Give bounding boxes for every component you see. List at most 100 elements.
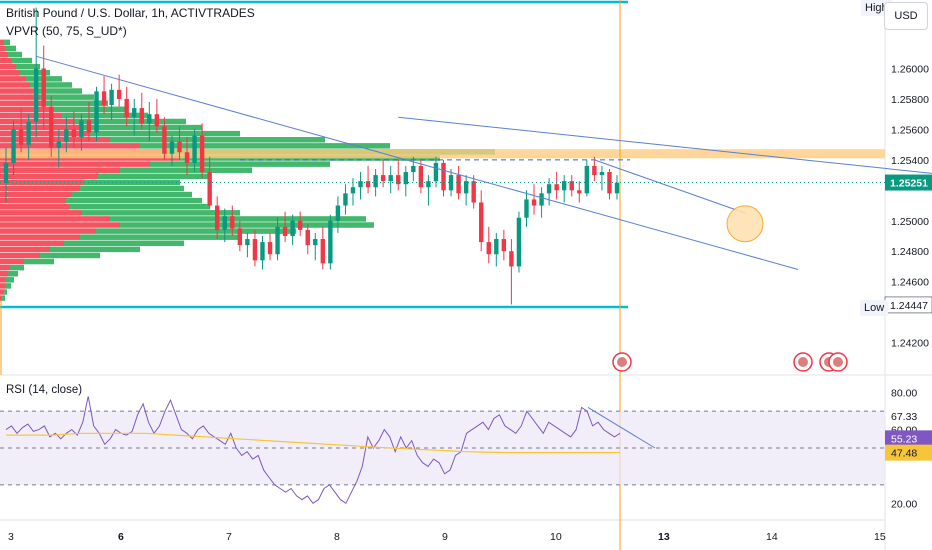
time-tick-label: 10 (550, 531, 562, 543)
candle-body (554, 184, 559, 191)
vpvr-down-bar (0, 94, 40, 100)
candle-body (215, 205, 220, 230)
candle-body (403, 172, 408, 185)
currency-label: USD (894, 10, 918, 22)
candle-body (94, 91, 99, 133)
vpvr-up-bar (3, 289, 7, 295)
candle-body (373, 175, 378, 188)
vpvr-down-bar (0, 106, 54, 113)
vpvr-up-bar (54, 106, 126, 113)
candle-body (441, 162, 446, 191)
candle-body (486, 242, 491, 255)
rsi-value-label: 55.23 (891, 433, 917, 445)
candle-body (282, 226, 288, 236)
candle-body (396, 175, 401, 185)
candle-body (365, 181, 371, 188)
candle-body (49, 106, 54, 148)
vpvr-up-bar (6, 277, 14, 283)
event-flag-inner-icon (833, 357, 843, 367)
candle-body (184, 152, 190, 163)
currency-button[interactable]: USD (884, 2, 928, 30)
trend-line (36, 55, 799, 270)
candle-body (561, 181, 567, 191)
candle-body (199, 135, 205, 173)
vpvr-label: VPVR (50, 75, S_UD*) (6, 24, 127, 38)
price-tick-label: 1.25000 (891, 216, 929, 228)
time-tick-label: 15 (874, 531, 886, 543)
candle-body (26, 121, 31, 145)
rsi-title: RSI (14, close) (6, 384, 82, 396)
price-tick-label: 1.25600 (891, 124, 929, 136)
vpvr-down-bar (0, 76, 26, 82)
vpvr-down-bar (0, 137, 110, 143)
candle-body (418, 165, 424, 188)
candle-body (237, 228, 243, 246)
time-tick-label: 8 (334, 531, 340, 543)
vpvr-down-bar (0, 173, 98, 180)
candle-body (335, 205, 341, 221)
candle-body (358, 181, 363, 188)
candle-body (380, 175, 386, 182)
time-tick-label: 3 (8, 531, 14, 543)
candle-body (546, 184, 552, 194)
trend-line (398, 116, 932, 174)
candle-body (297, 220, 303, 230)
vpvr-down-bar (0, 130, 90, 137)
candle-body (18, 129, 24, 145)
vpvr-up-bar (40, 94, 94, 100)
vpvr-up-bar (16, 63, 40, 70)
vpvr-up-bar (5, 283, 11, 289)
vpvr-up-bar (34, 88, 82, 94)
target-circle (726, 205, 764, 243)
candle-body (79, 120, 84, 138)
vpvr-up-bar (30, 82, 72, 88)
time-tick-label: 7 (226, 531, 232, 543)
low-label: Low (860, 300, 889, 316)
vpvr-down-bar (0, 277, 6, 283)
symbol-title: British Pound / U.S. Dollar, 1h, ACTIVTR… (6, 6, 255, 20)
candle-body (267, 242, 273, 255)
time-tick-label: 13 (658, 531, 670, 543)
vpvr-down-bar (0, 45, 6, 52)
vpvr-up-bar (82, 210, 240, 216)
candle-body (116, 89, 122, 99)
vpvr-up-bar (66, 197, 202, 204)
candle-body (86, 120, 92, 133)
price-tick-label: 1.24600 (891, 277, 929, 289)
vpvr-down-bar (0, 161, 150, 167)
vpvr-up-bar (46, 100, 108, 106)
candle-body (71, 129, 77, 138)
candle-body (350, 187, 356, 194)
vpvr-up-bar (50, 246, 140, 253)
vpvr-down-bar (0, 270, 8, 277)
vpvr-down-bar (0, 295, 2, 301)
candle-body (539, 193, 544, 206)
vpvr-up-bar (64, 240, 184, 247)
candle-body (524, 199, 529, 218)
candle-body (192, 135, 197, 163)
candle-body (531, 199, 537, 206)
time-tick-label: 9 (442, 531, 448, 543)
candle-body (162, 126, 167, 154)
vpvr-up-bar (120, 167, 252, 173)
candle-body (592, 165, 597, 176)
rsi-series-ma (6, 432, 620, 454)
vpvr-up-bar (96, 228, 296, 234)
trend-line (594, 159, 746, 214)
candle-body (584, 165, 590, 194)
candle-body (411, 165, 416, 173)
candle-body (169, 141, 175, 154)
price-tick-label: 1.24200 (891, 338, 929, 350)
candle-body (313, 239, 318, 246)
vpvr-down-bar (0, 51, 8, 58)
candle-body (11, 129, 16, 163)
vpvr-down-bar (0, 179, 84, 186)
candle-body (569, 181, 574, 191)
candle-body (64, 129, 69, 142)
vpvr-down-bar (0, 258, 24, 265)
vpvr-down-bar (0, 252, 40, 259)
vpvr-down-bar (0, 39, 4, 46)
candle-body (456, 175, 461, 194)
vpvr-down-bar (0, 100, 46, 106)
